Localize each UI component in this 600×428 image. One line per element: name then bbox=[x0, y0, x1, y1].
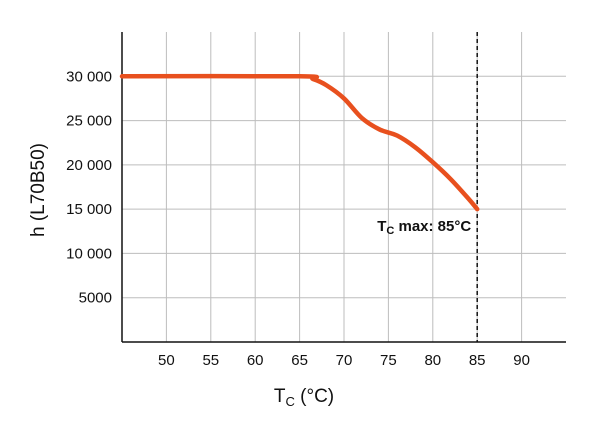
x-tick-label: 55 bbox=[202, 352, 219, 369]
x-axis-title: TC (°C) bbox=[274, 386, 334, 409]
x-tick-label: 90 bbox=[513, 352, 530, 369]
y-axis-title: h (L70B50) bbox=[28, 143, 49, 237]
y-tick-label: 20 000 bbox=[66, 157, 112, 174]
x-tick-label: 85 bbox=[469, 352, 486, 369]
y-tick-label: 30 000 bbox=[66, 68, 112, 85]
x-tick-label: 60 bbox=[247, 352, 264, 369]
lifetime-series-line bbox=[119, 73, 480, 212]
x-tick-label: 80 bbox=[424, 352, 441, 369]
x-tick-label: 65 bbox=[291, 352, 308, 369]
y-tick-label: 25 000 bbox=[66, 113, 112, 130]
x-tick-label: 50 bbox=[158, 352, 175, 369]
x-tick-label: 75 bbox=[380, 352, 397, 369]
x-tick-label: 70 bbox=[336, 352, 353, 369]
y-tick-label: 5000 bbox=[79, 290, 112, 307]
y-tick-label: 15 000 bbox=[66, 201, 112, 218]
tc-max-annotation: TC max: 85°C bbox=[377, 218, 471, 237]
y-tick-label: 10 000 bbox=[66, 245, 112, 262]
